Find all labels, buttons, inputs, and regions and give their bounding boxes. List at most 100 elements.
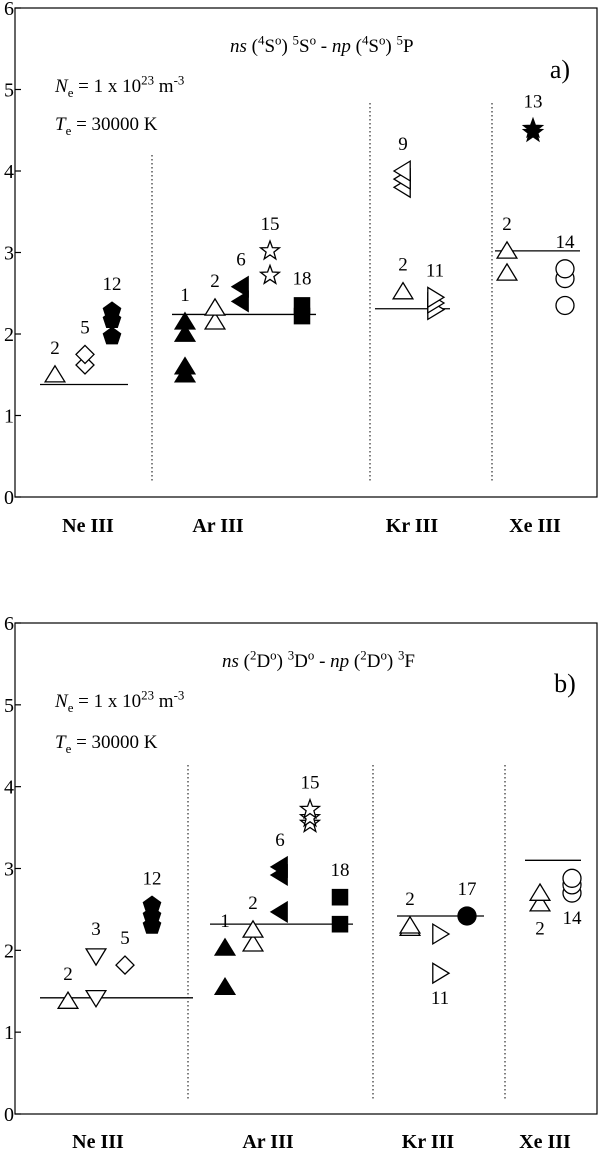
data-point: [173, 356, 197, 375]
data-point: [392, 159, 411, 183]
text-part: 2: [250, 647, 256, 662]
text-part: o: [310, 32, 316, 47]
data-point: [562, 868, 582, 888]
text-part: F: [404, 651, 415, 672]
text-part: (: [349, 651, 360, 672]
data-point: [293, 297, 311, 314]
text-part: 3: [288, 647, 294, 662]
data-point: [173, 323, 197, 342]
data-point: [115, 955, 135, 976]
text-part: 5: [397, 32, 403, 47]
data-point: [521, 116, 545, 139]
y-tick-label: 3: [4, 859, 14, 881]
series-label: 18: [331, 860, 350, 881]
data-point: [75, 344, 95, 365]
y-tick-label: 2: [4, 324, 14, 346]
text-part: (: [247, 36, 258, 57]
y-tick-label: 4: [4, 161, 14, 183]
annotation: Te = 30000 K: [55, 732, 158, 756]
data-point: [528, 893, 552, 912]
text-part: np: [330, 651, 349, 672]
data-point: [391, 281, 415, 300]
series-label: 1: [220, 911, 230, 932]
data-point: [495, 262, 519, 281]
panel-label: a): [550, 55, 570, 84]
text-part: o: [308, 647, 314, 662]
data-point: [142, 895, 162, 914]
text-part: -3: [174, 72, 185, 87]
text-part: e: [66, 741, 72, 756]
text-part: = 1 x 10: [73, 76, 141, 97]
text-part: S: [368, 36, 379, 57]
data-point: [528, 882, 552, 901]
series-label: 15: [261, 214, 280, 235]
series-label: 1: [180, 285, 190, 306]
text-part: = 30000 K: [71, 114, 157, 135]
data-point: [102, 326, 122, 345]
category-label: Ne III: [72, 1131, 124, 1153]
text-part: ns: [230, 36, 247, 57]
series-label: 13: [524, 92, 543, 113]
data-point: [432, 962, 451, 985]
text-part: (: [351, 36, 362, 57]
text-part: ): [277, 651, 288, 672]
category-label: Xe III: [519, 1131, 571, 1153]
text-part: ): [387, 651, 398, 672]
series-label: 12: [103, 274, 122, 295]
data-point: [230, 290, 249, 313]
annotation: Ne = 1 x 1023 m-3: [54, 72, 184, 99]
y-tick-label: 6: [4, 613, 14, 635]
data-point: [495, 240, 519, 259]
data-point: [203, 311, 227, 330]
y-tick-label: 3: [4, 243, 14, 265]
data-point: [84, 989, 108, 1009]
data-point: [84, 948, 108, 967]
series-label: 9: [398, 134, 408, 155]
series-label: 5: [80, 317, 90, 338]
panel-title: ns (4So) 5So - np (4So) 5P: [230, 32, 414, 57]
data-point: [173, 311, 197, 330]
text-part: e: [66, 123, 72, 138]
series-label: 2: [248, 893, 258, 914]
data-point: [331, 888, 349, 906]
series-label: 14: [556, 232, 576, 253]
text-part: o: [380, 647, 386, 662]
data-point: [457, 906, 477, 926]
data-point: [555, 259, 575, 279]
text-part: e: [68, 85, 74, 100]
text-part: D: [256, 651, 270, 672]
series-label: 6: [236, 250, 246, 271]
text-part: = 1 x 10: [73, 691, 141, 712]
series-label: 12: [143, 868, 162, 889]
text-part: T: [55, 114, 67, 135]
data-point: [230, 275, 249, 298]
text-part: 4: [258, 32, 265, 47]
category-label: Ne III: [62, 515, 114, 537]
data-point: [269, 900, 288, 923]
data-point: [241, 933, 265, 952]
text-part: 3: [398, 647, 404, 662]
text-part: o: [275, 32, 281, 47]
category-label: Ar III: [192, 515, 244, 537]
text-part: e: [68, 700, 74, 715]
y-tick-label: 0: [4, 1104, 14, 1126]
text-part: ): [281, 36, 292, 57]
panel-label: b): [554, 669, 576, 698]
y-tick-label: 1: [4, 406, 14, 428]
series-label: 2: [502, 214, 512, 235]
series-label: 3: [91, 919, 101, 940]
series-label: 18: [293, 268, 312, 289]
text-part: D: [367, 651, 381, 672]
annotation: Te = 30000 K: [55, 114, 158, 138]
text-part: -: [316, 36, 332, 57]
text-part: 23: [141, 687, 154, 702]
y-tick-label: 2: [4, 940, 14, 962]
text-part: 23: [141, 72, 154, 87]
series-label: 2: [535, 919, 545, 940]
y-tick-label: 4: [4, 777, 14, 799]
data-point: [269, 855, 288, 878]
data-point: [432, 922, 451, 946]
text-part: -: [314, 651, 330, 672]
text-part: 2: [360, 647, 366, 662]
